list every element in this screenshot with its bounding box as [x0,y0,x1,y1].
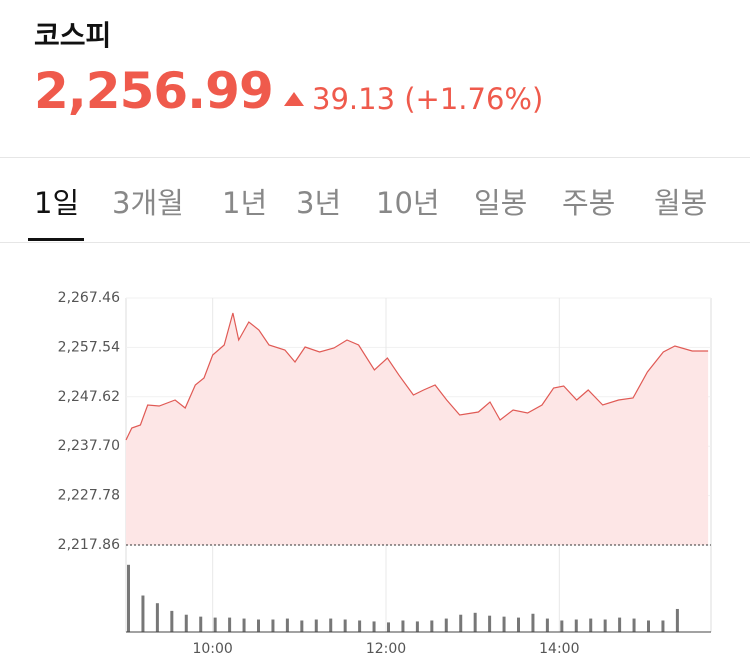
tab-underline [28,238,84,241]
volume-bar [343,619,347,632]
period-tab[interactable]: 3개월 [112,186,184,220]
period-tabs: 1일 3개월 1년 3년 10년 일봉 주봉 월봉 [0,176,750,242]
period-tab[interactable]: 10년 [376,186,440,220]
volume-bar [618,617,622,632]
x-tick-label: 14:00 [539,641,579,657]
volume-bar [314,619,318,632]
volume-bar [127,564,130,632]
volume-bar [271,619,275,632]
volume-bar [401,620,405,632]
volume-bar [228,617,232,632]
volume-bar [387,622,390,632]
volume-bar [372,621,376,632]
volume-bar [285,618,289,632]
y-tick-label: 2,227.78 [58,488,120,504]
volume-bar [199,616,203,632]
volume-bar [300,620,304,632]
volume-bar [430,620,434,632]
volume-bar [170,610,174,632]
x-tick-label: 10:00 [192,641,232,657]
volume-bar [560,620,564,632]
y-tick-label: 2,237.70 [58,438,120,454]
period-tab[interactable]: 주봉 [562,186,616,220]
price-line [125,312,709,441]
volume-bar [242,618,246,632]
volume-bar [213,617,217,632]
divider [0,242,750,243]
volume-bar [488,615,492,632]
volume-bar [257,619,260,632]
volume-bar [517,617,520,632]
volume-bar [589,618,593,632]
volume-bar [184,614,188,632]
period-tab[interactable]: 1일 [34,186,80,220]
volume-bar [545,618,549,632]
volume-bar [141,595,145,632]
volume-bar [459,614,463,632]
divider [0,157,750,158]
y-tick-label: 2,257.54 [58,339,120,355]
volume-bar [661,620,665,632]
period-tab[interactable]: 월봉 [654,186,708,220]
area-fill [126,313,709,545]
volume-bar [603,619,607,632]
y-tick-label: 2,267.46 [58,290,120,306]
period-tab[interactable]: 3년 [296,186,342,220]
volume-bar [632,618,636,632]
volume-bar [358,620,362,632]
volume-bar [329,618,333,632]
up-arrow [284,92,304,106]
change: 39.13 (+1.76%) [312,82,544,116]
volume-bar [675,608,679,632]
y-tick-label: 2,217.86 [58,537,120,553]
price: 2,256.99 [34,62,274,120]
volume-bar [155,603,159,632]
volume-bar [415,621,419,632]
period-tab[interactable]: 일봉 [474,186,528,220]
volume-bar [473,612,477,632]
period-tab[interactable]: 1년 [222,186,268,220]
volume-bar [574,619,578,632]
y-tick-label: 2,247.62 [58,389,120,405]
index-name: 코스피 [34,19,112,52]
volume-bar [647,620,650,632]
volume-bar [502,616,506,632]
volume-bar [444,618,448,632]
volume-bar [531,613,535,632]
x-tick-label: 12:00 [366,641,406,657]
